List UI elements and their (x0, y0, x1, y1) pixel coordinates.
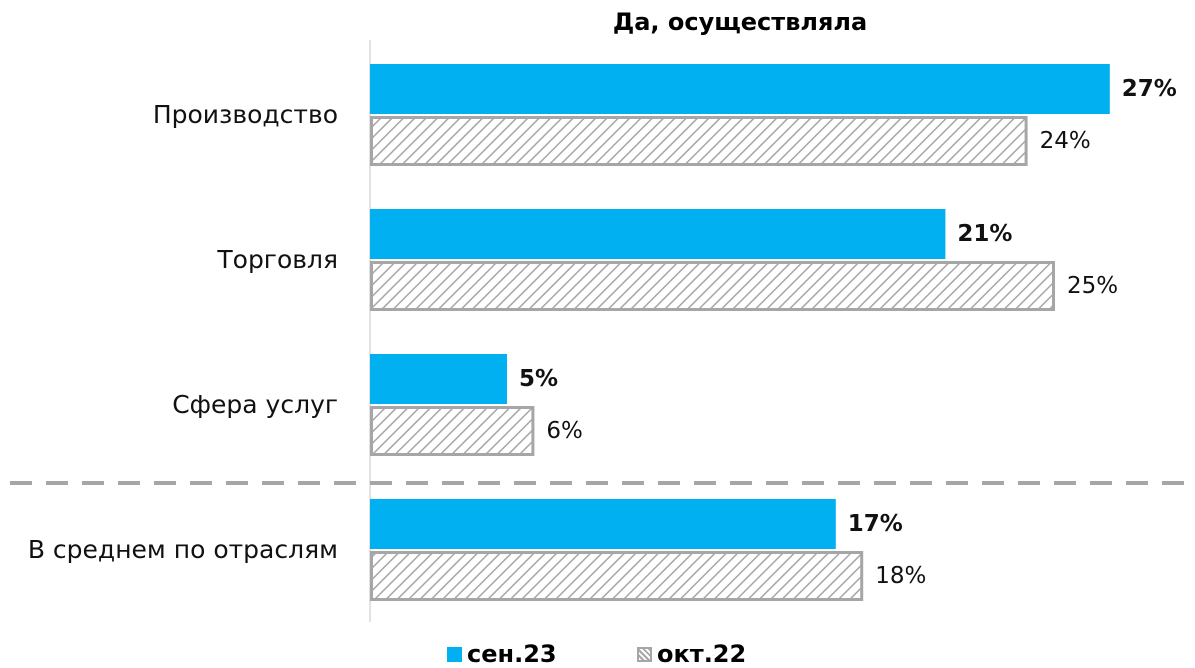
legend-item: сен.23 (447, 640, 557, 668)
value-label: 27% (1121, 76, 1177, 102)
value-label: 21% (957, 221, 1013, 247)
legend-item: окт.22 (637, 640, 746, 668)
value-label: 17% (847, 511, 903, 537)
legend-swatch (447, 646, 462, 662)
bar (370, 64, 1110, 114)
bar (370, 261, 1055, 311)
value-label: 24% (1039, 128, 1091, 154)
value-label: 6% (546, 418, 583, 444)
category-label: Сфера услуг (172, 390, 338, 419)
bar (370, 499, 836, 549)
bar (370, 209, 946, 259)
category-label: Торговля (217, 245, 338, 274)
category-label: В среднем по отраслям (27, 535, 338, 564)
bar (370, 354, 507, 404)
bar (370, 116, 1028, 166)
bar (370, 406, 535, 456)
chart-title: Да, осуществляла (612, 8, 868, 36)
value-label: 18% (875, 563, 927, 589)
legend-swatch (637, 646, 652, 662)
category-label: Производство (152, 100, 338, 129)
value-label: 25% (1067, 273, 1119, 299)
legend-label: окт.22 (657, 640, 747, 668)
bar (370, 551, 864, 601)
legend-label: сен.23 (467, 640, 557, 668)
value-label: 5% (519, 366, 559, 392)
